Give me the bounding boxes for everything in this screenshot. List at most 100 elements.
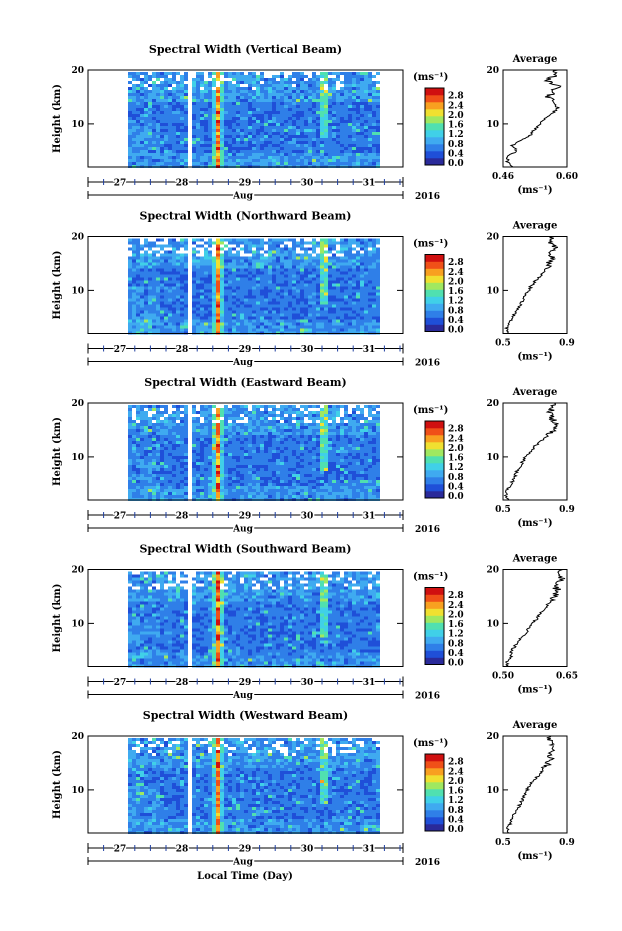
x-tick-label: 30	[301, 179, 314, 189]
average-frame	[502, 569, 568, 667]
colorbar-tick-label: 0.4	[448, 649, 464, 659]
x-tick-label: 29	[239, 345, 252, 355]
colorbar-swatch	[425, 657, 444, 665]
avg-y-tick-label: 10	[486, 619, 499, 629]
y-axis-label: Height (km)	[52, 417, 63, 486]
avg-x-tick-label: 0.9	[559, 838, 575, 848]
colorbar-swatch	[425, 296, 444, 304]
colorbar-swatch	[425, 491, 444, 499]
colorbar-swatch	[425, 636, 444, 644]
x-tick-label: 29	[239, 678, 252, 688]
average-unit: (ms⁻¹)	[517, 518, 552, 529]
average-profile-line	[506, 735, 556, 834]
heatmap-cells	[128, 72, 380, 168]
x-tick-label: 30	[301, 845, 314, 855]
plot-frame	[87, 69, 404, 168]
month-label: Aug	[232, 192, 254, 202]
plot-frame	[87, 569, 404, 667]
colorbar-tick-label: 0.8	[448, 639, 464, 649]
y-tick-label: 20	[71, 66, 84, 76]
x-tick-label: 29	[239, 512, 252, 522]
colorbar-frame	[424, 87, 445, 166]
colorbar-swatch	[425, 650, 444, 658]
colorbar-swatch	[425, 796, 444, 804]
colorbar-unit: (ms⁻¹)	[413, 72, 448, 83]
colorbar-tick-label: 0.8	[448, 473, 464, 483]
avg-y-tick-label: 20	[486, 566, 499, 576]
panel-title: Spectral Width (Westward Beam)	[143, 709, 348, 722]
colorbar-swatch	[425, 282, 444, 290]
average-unit: (ms⁻¹)	[517, 352, 552, 363]
average-profile-line	[503, 236, 559, 334]
y-axis-label: Height (km)	[52, 750, 63, 819]
colorbar-unit: (ms⁻¹)	[413, 572, 448, 583]
colorbar-swatch	[425, 158, 444, 166]
avg-x-tick-label: 0.5	[495, 838, 511, 848]
average-unit: (ms⁻¹)	[517, 185, 552, 196]
colorbar-tick-label: 1.6	[448, 620, 464, 630]
year-label: 2016	[415, 692, 440, 702]
colorbar-swatch	[425, 261, 444, 269]
colorbar-swatch	[425, 789, 444, 797]
colorbar-swatch	[425, 608, 444, 616]
colorbar-swatch	[425, 463, 444, 471]
colorbar-swatch	[425, 116, 444, 124]
x-tick-label: 29	[239, 845, 252, 855]
colorbar-tick-label: 2.4	[448, 101, 464, 111]
avg-x-tick-label: 0.60	[556, 172, 578, 182]
x-tick-label: 28	[176, 345, 189, 355]
average-profile-line	[505, 569, 566, 667]
colorbar-tick-label: 2.8	[448, 758, 464, 768]
avg-y-tick-label: 10	[486, 286, 499, 296]
colorbar-swatch	[425, 754, 444, 762]
colorbar-tick-label: 2.8	[448, 258, 464, 268]
colorbar-swatch	[425, 643, 444, 651]
colorbar-tick-label: 0.0	[448, 825, 464, 835]
colorbar-tick-label: 1.6	[448, 121, 464, 131]
colorbar-swatch	[425, 317, 444, 325]
avg-x-tick-label: 0.65	[556, 672, 578, 682]
colorbar-tick-label: 2.0	[448, 111, 464, 121]
plot-frame	[87, 735, 404, 834]
colorbar-tick-label: 2.8	[448, 92, 464, 102]
y-tick-label: 10	[71, 453, 84, 463]
colorbar-tick-label: 0.8	[448, 140, 464, 150]
colorbar-swatch	[425, 601, 444, 609]
x-tick-label: 30	[301, 345, 314, 355]
colorbar-swatch	[425, 442, 444, 450]
average-frame	[502, 735, 568, 834]
colorbar-tick-label: 2.4	[448, 767, 464, 777]
colorbar-tick-label: 0.4	[448, 316, 464, 326]
colorbar-tick-label: 2.0	[448, 610, 464, 620]
y-tick-label: 20	[71, 233, 84, 243]
colorbar-frame	[424, 420, 445, 499]
average-unit: (ms⁻¹)	[517, 685, 552, 696]
colorbar-tick-label: 0.0	[448, 159, 464, 169]
month-label: Aug	[232, 858, 254, 868]
avg-x-tick-label: 0.9	[559, 505, 575, 515]
colorbar-swatch	[425, 594, 444, 602]
y-axis-label: Height (km)	[52, 251, 63, 320]
x-tick-label: 31	[363, 845, 376, 855]
colorbar-tick-label: 1.2	[448, 297, 464, 307]
colorbar-swatch	[425, 151, 444, 159]
year-label: 2016	[415, 359, 440, 369]
panel-title: Spectral Width (Northward Beam)	[140, 210, 352, 223]
colorbar-frame	[424, 753, 445, 832]
heatmap-cells	[128, 238, 380, 335]
month-label: Aug	[232, 525, 254, 535]
month-label: Aug	[232, 358, 254, 368]
colorbar-tick-label: 2.0	[448, 777, 464, 787]
plot-frame	[87, 236, 404, 334]
month-label: Aug	[232, 691, 254, 701]
x-tick-label: 28	[176, 678, 189, 688]
plot-frame	[87, 402, 404, 501]
x-tick-label: 27	[114, 179, 127, 189]
y-tick-label: 10	[71, 619, 84, 629]
colorbar-tick-label: 1.6	[448, 287, 464, 297]
panel-title: Spectral Width (Vertical Beam)	[149, 43, 342, 56]
avg-y-tick-label: 10	[486, 120, 499, 130]
colorbar-swatch	[425, 130, 444, 138]
colorbar-swatch	[425, 421, 444, 429]
